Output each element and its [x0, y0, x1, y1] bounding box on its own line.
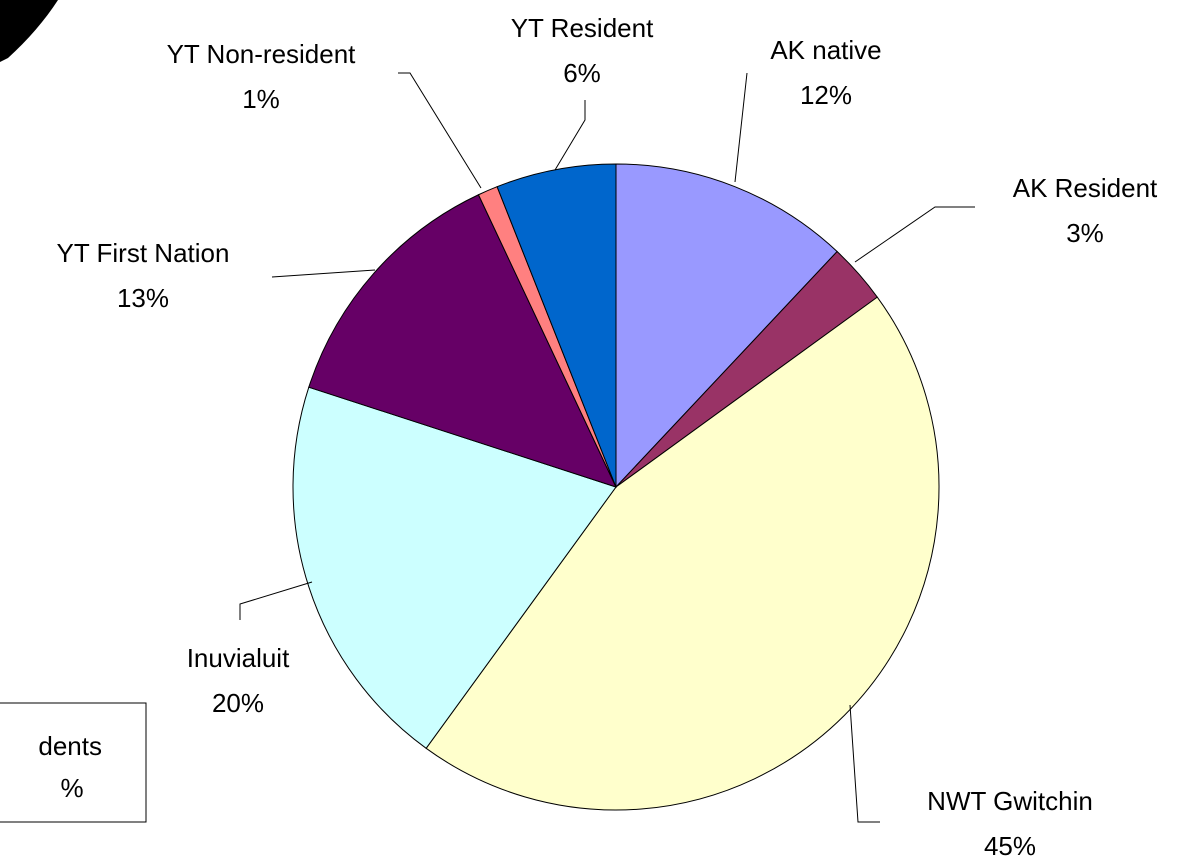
leader-line	[398, 72, 482, 189]
slice-label: YT First Nation	[57, 238, 230, 268]
slice-value-label: 12%	[800, 80, 852, 110]
pie-slice	[615, 163, 838, 489]
leader-line	[849, 704, 880, 823]
annotation-text: dents	[38, 731, 102, 761]
leader-line	[271, 269, 376, 278]
leader-line	[239, 581, 313, 620]
slice-value-label: 13%	[117, 283, 169, 313]
pie-slice	[308, 194, 617, 488]
decoration-swoosh	[0, 0, 58, 62]
slice-label: YT Resident	[511, 13, 654, 43]
slice-value-label: 1%	[242, 84, 280, 114]
slice-value-label: 3%	[1066, 218, 1104, 248]
slice-label: YT Non-resident	[167, 39, 357, 69]
slice-value-label: 20%	[212, 688, 264, 718]
annotation-text: %	[60, 773, 83, 803]
slice-label: AK native	[770, 35, 881, 65]
pie-slice	[425, 296, 940, 811]
slice-label: NWT Gwitchin	[927, 786, 1093, 816]
slice-value-label: 45%	[984, 831, 1036, 861]
annotation-box	[0, 702, 147, 823]
leader-line	[554, 100, 586, 171]
slice-value-label: 6%	[563, 58, 601, 88]
slice-label: Inuvialuit	[187, 643, 290, 673]
leader-line	[734, 72, 748, 183]
pie-slice	[292, 386, 617, 750]
leader-line	[854, 206, 975, 263]
slice-label: AK Resident	[1013, 173, 1158, 203]
